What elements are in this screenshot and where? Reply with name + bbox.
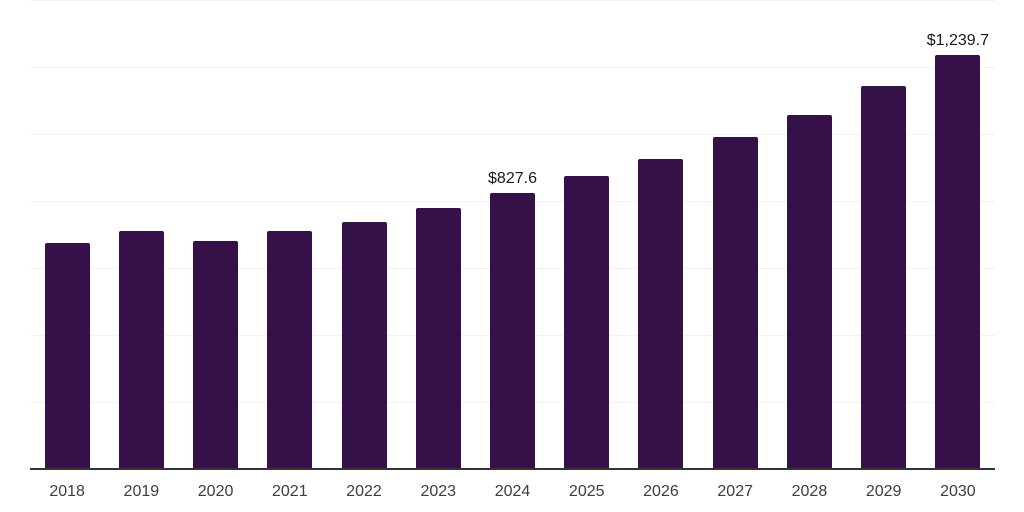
bar-2025 [564,176,610,468]
bar-2018 [44,242,90,468]
x-tick-2019: 2019 [123,483,160,500]
x-tick-2023: 2023 [420,483,457,500]
gridline-1200 [30,67,995,68]
x-tick-2028: 2028 [791,483,828,500]
bar-2021 [267,231,313,468]
gridline-1400 [30,0,995,1]
x-tick-2026: 2026 [643,483,679,500]
x-tick-2018: 2018 [49,483,85,500]
bar-2022 [341,221,387,468]
x-tick-2029: 2029 [865,483,902,500]
bar-2024 [490,192,535,468]
x-tick-2020: 2020 [197,483,234,500]
x-tick-2024: 2024 [494,483,531,500]
x-tick-2022: 2022 [346,483,382,500]
x-tick-2027: 2027 [717,483,753,500]
value-label-2030: $1,239.7 [926,31,990,49]
x-tick-2030: 2030 [940,483,976,500]
value-label-2024: $827.6 [488,169,537,187]
bar-2019 [118,231,164,468]
x-tick-2021: 2021 [272,483,308,500]
x-axis-line [30,468,995,470]
x-axis-tick-labels: 2018 2019 2020 2021 2022 2023 2024 2025 2026 2027… [30,483,995,503]
gridline-1000 [30,134,995,135]
plot-area: $827.6 $1,239.7 [30,0,995,470]
bar-2027 [712,137,758,468]
bar-2028 [786,114,832,468]
bar-2030 [935,54,981,468]
bar-2020 [193,240,239,468]
bar-2023 [415,208,461,468]
bar-2029 [861,86,907,468]
x-tick-2025: 2025 [568,483,605,500]
bar-2026 [638,158,684,468]
